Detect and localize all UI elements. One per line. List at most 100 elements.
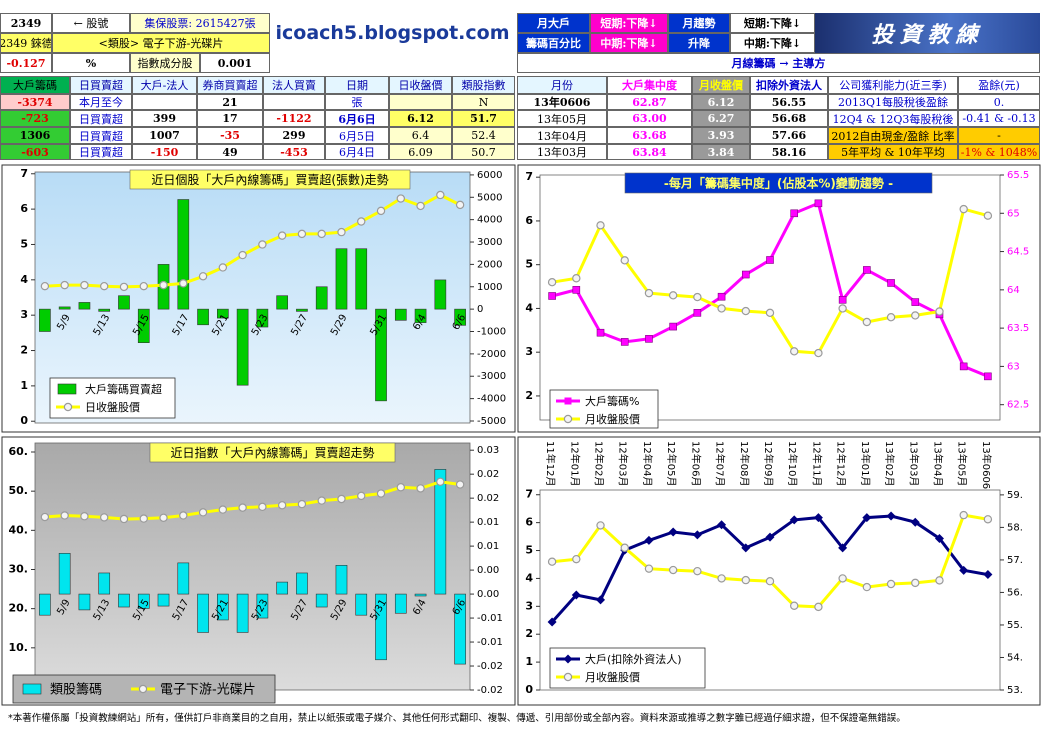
- point: [159, 280, 168, 290]
- table-cell: 月份: [517, 76, 607, 94]
- y2-tick-label: 64.5: [1007, 247, 1029, 258]
- point: [911, 298, 920, 306]
- x-tick-label: 6/6: [451, 598, 469, 617]
- plot-area: [539, 174, 1001, 421]
- point: [436, 477, 445, 486]
- y2-tick-label: 0.02: [477, 493, 499, 504]
- point: [910, 517, 920, 527]
- point: [983, 515, 993, 524]
- point: [258, 240, 267, 249]
- chart-title: -每月「籌碼集中度」(佔股本%)變動趨勢 -: [664, 176, 893, 191]
- x-tick-label: 13年05月: [956, 441, 969, 486]
- table-cell: 5年平均 & 10年平均: [828, 144, 958, 160]
- point: [741, 270, 750, 279]
- point: [789, 515, 799, 525]
- table-cell: 月線籌碼 → 主導方: [517, 53, 1040, 73]
- y-tick-label: 7: [525, 170, 533, 183]
- point: [357, 217, 366, 226]
- x-tick-label: 5/23: [250, 598, 271, 623]
- bar: [157, 264, 170, 310]
- table-cell: -723: [0, 110, 70, 127]
- y2-tick-label: 58.: [1007, 522, 1023, 533]
- table-cell: 2013Q1每股稅後盈餘: [828, 94, 958, 110]
- x-tick-label: 5/21: [210, 313, 231, 338]
- y-tick-label: 4: [20, 273, 28, 286]
- table-cell: 集保股票: 2615427張: [130, 13, 270, 33]
- plot-area: [34, 171, 471, 424]
- x-tick-label: 12年07月: [714, 441, 727, 486]
- y2-tick-label: 59.: [1007, 490, 1023, 501]
- x-tick-label: 5/23: [250, 313, 271, 338]
- y-tick-label: 6: [20, 202, 28, 215]
- point: [693, 292, 702, 302]
- x-tick-label: 13年03月: [907, 441, 920, 486]
- point: [838, 574, 847, 583]
- y-tick-label: 60.: [9, 445, 29, 458]
- table-cell: 3.93: [692, 127, 750, 144]
- point: [934, 533, 944, 543]
- bar: [256, 308, 269, 328]
- table-cell: -35: [197, 127, 263, 144]
- point: [547, 277, 557, 287]
- point: [814, 602, 823, 612]
- table-cell: 短期:下降↓: [590, 13, 668, 33]
- point: [238, 503, 247, 512]
- bar: [217, 308, 229, 319]
- point: [692, 530, 702, 540]
- bar: [197, 593, 209, 633]
- x-tick-label: 5/17: [171, 598, 192, 623]
- point: [935, 307, 944, 316]
- bar: [236, 308, 249, 386]
- y2-tick-label: 63: [1007, 361, 1020, 372]
- point: [838, 543, 848, 553]
- legend-box: [49, 377, 176, 419]
- table-cell: 1007: [132, 127, 197, 144]
- point: [620, 338, 629, 346]
- bar: [39, 593, 51, 616]
- bar: [454, 593, 466, 665]
- table-cell: %: [52, 53, 130, 73]
- plot-area: [34, 442, 471, 691]
- x-tick-label: 12年02月: [593, 441, 606, 486]
- table-cell: 57.66: [750, 127, 828, 144]
- table-cell: 籌碼百分比: [517, 33, 590, 53]
- table-cell: -: [958, 127, 1040, 144]
- point: [790, 601, 799, 610]
- point: [741, 306, 750, 316]
- y-tick-label: 30.: [9, 562, 29, 575]
- point: [317, 229, 326, 239]
- x-tick-label: 12年06月: [689, 441, 702, 486]
- x-tick-label: 5/31: [368, 313, 389, 338]
- chart-frame: [517, 164, 1041, 433]
- y-tick-label: 4: [525, 571, 533, 584]
- y2-tick-label: -0.01: [477, 637, 503, 648]
- y-tick-label: 10.: [9, 641, 29, 654]
- point: [396, 483, 405, 492]
- y2-tick-label: 56.: [1007, 587, 1023, 598]
- table-cell: 6.12: [389, 110, 452, 127]
- x-tick-label: 6/4: [411, 598, 429, 617]
- point: [179, 511, 188, 520]
- point: [139, 514, 148, 523]
- x-tick-label: 13年04月: [931, 441, 944, 486]
- x-tick-label: 5/21: [210, 598, 231, 623]
- bar: [98, 572, 111, 595]
- table-cell: 63.68: [607, 127, 692, 144]
- y2-tick-label: 64: [1007, 285, 1020, 296]
- point: [887, 279, 895, 287]
- point: [455, 480, 465, 489]
- table-cell: 13年04月: [517, 127, 607, 144]
- point: [959, 565, 969, 575]
- x-tick-label: 5/27: [289, 598, 310, 623]
- table-cell: 1306: [0, 127, 70, 144]
- y-tick-label: 3: [525, 599, 533, 612]
- y-tick-label: 0: [20, 414, 28, 427]
- bar: [256, 593, 269, 619]
- series-line: [44, 480, 461, 521]
- table-cell: -3374: [0, 94, 70, 110]
- y2-tick-label: 62.5: [1007, 400, 1029, 411]
- point: [983, 211, 993, 220]
- y-tick-label: 3: [525, 345, 533, 358]
- table-cell: -1% & 1048%: [958, 144, 1040, 160]
- y2-tick-label: 2000: [477, 259, 502, 270]
